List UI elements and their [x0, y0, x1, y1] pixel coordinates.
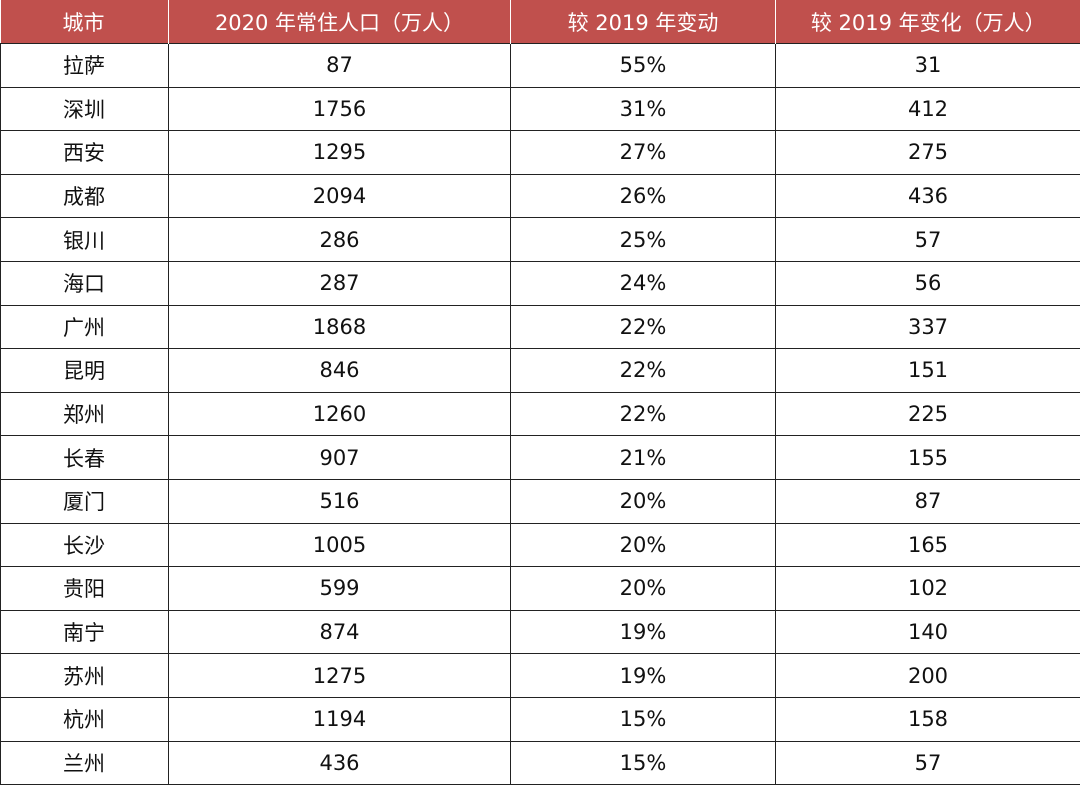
- city-cell: 长春: [0, 435, 169, 480]
- value-cell: 874: [168, 609, 511, 655]
- city-cell: 杭州: [0, 696, 169, 742]
- value-cell: 337: [775, 304, 1080, 350]
- city-cell: 长沙: [0, 522, 169, 568]
- value-cell: 1275: [168, 653, 511, 698]
- table-row: 苏州 1275 19% 200: [0, 653, 1080, 698]
- table-row: 厦门 516 20% 87: [0, 478, 1080, 524]
- value-cell: 1005: [168, 522, 511, 568]
- value-cell: 22%: [510, 391, 776, 437]
- value-cell: 20%: [510, 566, 776, 611]
- value-cell: 26%: [510, 173, 776, 219]
- header-row: 城市 2020 年常住人口（万人）较 2019 年变动较 2019 年变化（万人）: [0, 0, 1080, 44]
- city-cell: 成都: [0, 173, 169, 219]
- value-cell: 1868: [168, 304, 511, 350]
- value-cell: 24%: [510, 260, 776, 306]
- header-cell: 较 2019 年变化（万人）: [775, 0, 1080, 44]
- table-row: 长春 907 21% 155: [0, 435, 1080, 480]
- value-cell: 200: [775, 653, 1080, 698]
- value-cell: 287: [168, 260, 511, 306]
- value-cell: 15%: [510, 740, 776, 786]
- value-cell: 599: [168, 566, 511, 611]
- table-row: 广州 1868 22% 337: [0, 304, 1080, 350]
- city-cell: 海口: [0, 260, 169, 306]
- city-cell: 广州: [0, 304, 169, 350]
- value-cell: 87: [168, 43, 511, 88]
- value-cell: 436: [775, 173, 1080, 219]
- value-cell: 19%: [510, 609, 776, 655]
- city-cell: 厦门: [0, 478, 169, 524]
- value-cell: 31%: [510, 86, 776, 132]
- value-cell: 55%: [510, 43, 776, 88]
- value-cell: 21%: [510, 435, 776, 480]
- value-cell: 225: [775, 391, 1080, 437]
- value-cell: 436: [168, 740, 511, 786]
- table-row: 杭州 1194 15% 158: [0, 696, 1080, 742]
- value-cell: 22%: [510, 348, 776, 393]
- value-cell: 20%: [510, 478, 776, 524]
- value-cell: 87: [775, 478, 1080, 524]
- value-cell: 57: [775, 217, 1080, 262]
- city-cell: 拉萨: [0, 43, 169, 88]
- value-cell: 516: [168, 478, 511, 524]
- table-row: 西安 1295 27% 275: [0, 130, 1080, 175]
- value-cell: 25%: [510, 217, 776, 262]
- value-cell: 1260: [168, 391, 511, 437]
- value-cell: 275: [775, 130, 1080, 175]
- city-cell: 西安: [0, 130, 169, 175]
- table-row: 郑州 1260 22% 225: [0, 391, 1080, 437]
- value-cell: 158: [775, 696, 1080, 742]
- header-cell: 城市: [0, 0, 169, 44]
- table-row: 兰州 436 15% 57: [0, 740, 1080, 786]
- city-cell: 苏州: [0, 653, 169, 698]
- city-cell: 银川: [0, 217, 169, 262]
- value-cell: 286: [168, 217, 511, 262]
- header-cell: 较 2019 年变动: [510, 0, 776, 44]
- value-cell: 27%: [510, 130, 776, 175]
- table-row: 深圳 1756 31% 412: [0, 86, 1080, 132]
- value-cell: 56: [775, 260, 1080, 306]
- value-cell: 151: [775, 348, 1080, 393]
- city-cell: 贵阳: [0, 566, 169, 611]
- table-row: 南宁 874 19% 140: [0, 609, 1080, 655]
- value-cell: 1295: [168, 130, 511, 175]
- city-cell: 兰州: [0, 740, 169, 786]
- value-cell: 20%: [510, 522, 776, 568]
- value-cell: 2094: [168, 173, 511, 219]
- table-row: 银川 286 25% 57: [0, 217, 1080, 262]
- value-cell: 102: [775, 566, 1080, 611]
- value-cell: 155: [775, 435, 1080, 480]
- table-row: 贵阳 599 20% 102: [0, 566, 1080, 611]
- value-cell: 907: [168, 435, 511, 480]
- value-cell: 31: [775, 43, 1080, 88]
- value-cell: 1194: [168, 696, 511, 742]
- value-cell: 412: [775, 86, 1080, 132]
- table-row: 长沙 1005 20% 165: [0, 522, 1080, 568]
- value-cell: 846: [168, 348, 511, 393]
- value-cell: 57: [775, 740, 1080, 786]
- city-cell: 郑州: [0, 391, 169, 437]
- table-row: 昆明 846 22% 151: [0, 348, 1080, 393]
- table-row: 海口 287 24% 56: [0, 260, 1080, 306]
- value-cell: 140: [775, 609, 1080, 655]
- table-row: 拉萨 87 55% 31: [0, 43, 1080, 88]
- table-body: 拉萨 87 55% 31 深圳 1756 31% 412 西安 1295 27% 275 成都 2094 2…: [0, 43, 1080, 786]
- table-header: 城市 2020 年常住人口（万人）较 2019 年变动较 2019 年变化（万人）: [0, 0, 1080, 44]
- value-cell: 22%: [510, 304, 776, 350]
- value-cell: 15%: [510, 696, 776, 742]
- value-cell: 165: [775, 522, 1080, 568]
- header-cell: 2020 年常住人口（万人）: [168, 0, 511, 44]
- table-row: 成都 2094 26% 436: [0, 173, 1080, 219]
- city-cell: 深圳: [0, 86, 169, 132]
- value-cell: 1756: [168, 86, 511, 132]
- city-cell: 昆明: [0, 348, 169, 393]
- value-cell: 19%: [510, 653, 776, 698]
- city-cell: 南宁: [0, 609, 169, 655]
